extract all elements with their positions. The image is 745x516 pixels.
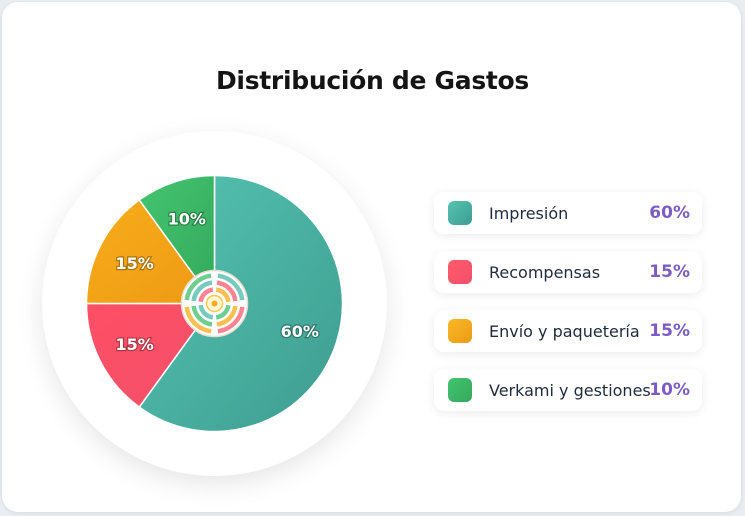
emblem-ring-arc [184,273,212,301]
legend-label: Verkami y gestiones [489,381,651,400]
emblem-ring-arc [215,304,231,320]
pie-chart: 60% 15% 15% 10% [85,174,344,433]
legend-value: 10% [649,380,690,400]
legend-label: Recompensas [489,263,601,282]
legend-value: 15% [649,262,690,282]
center-emblem [180,269,249,338]
legend-item-envio: Envío y paquetería 15% [434,310,702,352]
legend-value: 15% [649,321,690,341]
emblem-ring-arc [191,305,213,327]
emblem-ring-arc [215,287,231,303]
emblem-ring-arc [217,273,245,301]
slice-verkami [138,174,216,306]
legend-label: Envío y paquetería [489,322,640,341]
slice-envio [85,198,216,305]
emblem-ring-arc [216,280,238,302]
emblem-ring-arc [198,287,214,303]
slice-value-label: 15% [116,254,154,273]
legend-swatch-recompensas [448,260,472,284]
emblem-ring-arc [217,306,245,334]
legend-value: 60% [649,203,690,223]
legend-item-impresion: Impresión 60% [434,192,702,234]
chart-title: Distribución de Gastos [215,66,530,95]
slice-value-label: 15% [116,335,154,354]
chart-legend: Impresión 60% Recompensas 15% Envío y pa… [434,192,702,428]
emblem-ring-arc [216,305,238,327]
emblem-ring-arc [191,280,213,302]
slice-value-label: 10% [168,209,206,228]
slice-recompensas [85,302,216,409]
emblem-dot [211,300,218,307]
legend-swatch-envio [448,319,472,343]
emblem-ring-arc [198,304,214,320]
legend-item-verkami: Verkami y gestiones 10% [434,369,702,411]
legend-label: Impresión [489,204,569,223]
legend-item-recompensas: Recompensas 15% [434,251,702,293]
pie-chart-container: 60% 15% 15% 10% [42,131,387,476]
legend-swatch-impresion [448,201,472,225]
legend-swatch-verkami [448,378,472,402]
slice-value-label: 60% [281,322,319,341]
emblem-ring-arc [184,306,212,334]
